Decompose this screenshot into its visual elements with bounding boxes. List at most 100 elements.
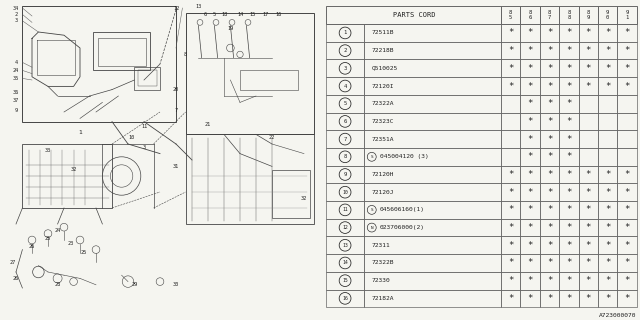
Text: 31: 31 [173, 164, 179, 169]
Bar [559, 290, 579, 307]
Text: 023706000(2): 023706000(2) [380, 225, 425, 230]
Bar [559, 183, 579, 201]
Bar [579, 290, 598, 307]
Text: *: * [527, 99, 532, 108]
Text: 3: 3 [15, 18, 17, 23]
Text: *: * [547, 117, 552, 126]
Bar [598, 6, 618, 24]
Text: 26: 26 [29, 244, 35, 249]
Text: 15: 15 [250, 12, 256, 17]
Text: 72322A: 72322A [372, 101, 394, 106]
Bar [559, 201, 579, 219]
Bar [598, 290, 618, 307]
Bar [520, 148, 540, 166]
Text: *: * [566, 241, 572, 250]
Text: 21: 21 [205, 122, 211, 127]
Bar [326, 219, 364, 236]
Bar [598, 201, 618, 219]
Bar [326, 42, 364, 60]
Text: 9: 9 [15, 108, 17, 113]
Text: 1: 1 [344, 30, 347, 36]
Text: 6: 6 [344, 119, 347, 124]
Text: *: * [625, 259, 630, 268]
Bar [540, 183, 559, 201]
Bar [579, 201, 598, 219]
Bar [579, 6, 598, 24]
Text: *: * [566, 170, 572, 179]
Bar [598, 166, 618, 183]
Bar [618, 6, 637, 24]
Text: 32: 32 [70, 167, 77, 172]
Bar [559, 166, 579, 183]
Bar [598, 183, 618, 201]
Bar [579, 130, 598, 148]
Bar [326, 201, 364, 219]
Bar [326, 24, 364, 42]
Text: 27: 27 [10, 260, 16, 265]
Bar [559, 77, 579, 95]
Text: 14: 14 [237, 12, 243, 17]
Text: *: * [625, 241, 630, 250]
Bar [364, 166, 501, 183]
Bar [326, 95, 364, 113]
Text: 28: 28 [54, 282, 61, 287]
Bar [579, 24, 598, 42]
Bar [579, 113, 598, 130]
Text: *: * [508, 205, 513, 214]
Text: 24: 24 [13, 68, 19, 73]
Text: 9
1: 9 1 [625, 10, 628, 20]
Bar [540, 219, 559, 236]
Bar [618, 183, 637, 201]
Text: *: * [508, 188, 513, 197]
Text: 72323C: 72323C [372, 119, 394, 124]
Bar [618, 130, 637, 148]
Bar [598, 42, 618, 60]
Bar [579, 95, 598, 113]
Bar [326, 272, 364, 290]
Bar [540, 254, 559, 272]
Bar [598, 236, 618, 254]
Bar [598, 113, 618, 130]
Text: 72218B: 72218B [372, 48, 394, 53]
Bar [540, 6, 559, 24]
Bar [501, 166, 520, 183]
Text: N: N [371, 226, 373, 229]
Text: *: * [625, 28, 630, 37]
Text: *: * [586, 241, 591, 250]
Text: 30: 30 [173, 282, 179, 287]
Bar [540, 113, 559, 130]
Text: *: * [586, 64, 591, 73]
Bar [501, 219, 520, 236]
Bar [501, 130, 520, 148]
Bar [520, 290, 540, 307]
Text: *: * [586, 82, 591, 91]
Bar [579, 148, 598, 166]
Text: *: * [508, 82, 513, 91]
Bar [364, 201, 501, 219]
Text: *: * [586, 259, 591, 268]
Bar [559, 130, 579, 148]
Text: Q510025: Q510025 [372, 66, 398, 71]
Bar [540, 290, 559, 307]
Text: *: * [547, 223, 552, 232]
Bar [559, 254, 579, 272]
Text: 22: 22 [269, 135, 275, 140]
Bar [559, 272, 579, 290]
Bar [501, 24, 520, 42]
Text: 3: 3 [344, 66, 347, 71]
Text: 4: 4 [344, 84, 347, 89]
Text: *: * [625, 82, 630, 91]
Bar [618, 272, 637, 290]
Text: *: * [527, 276, 532, 285]
Text: *: * [547, 205, 552, 214]
Bar [618, 42, 637, 60]
Bar [501, 236, 520, 254]
Bar [520, 166, 540, 183]
Text: *: * [527, 241, 532, 250]
Text: *: * [605, 294, 611, 303]
Text: 5: 5 [213, 12, 216, 17]
Text: *: * [566, 82, 572, 91]
Bar [520, 60, 540, 77]
Text: *: * [527, 28, 532, 37]
Bar [540, 148, 559, 166]
